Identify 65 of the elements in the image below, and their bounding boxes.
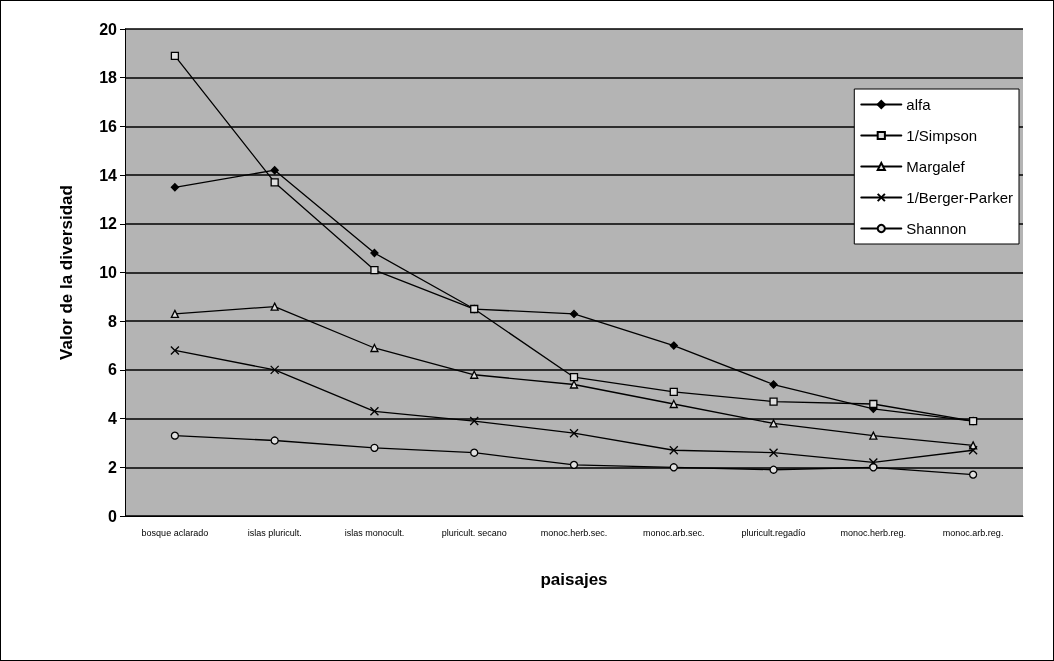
point [470, 370, 479, 379]
point [569, 380, 579, 389]
x-tick-label: monoc.arb.sec. [643, 527, 705, 538]
y-tick-label: 12 [99, 215, 118, 233]
x-tick-label: islas monocult. [344, 527, 405, 538]
point [370, 443, 379, 452]
point [170, 183, 180, 192]
x-tick-label: pluricult.regadío [741, 527, 806, 538]
y-tick-label: 20 [99, 20, 118, 38]
point [270, 365, 280, 375]
point [769, 397, 778, 406]
point [470, 448, 479, 457]
y-tick-label: 2 [108, 458, 118, 476]
point [768, 448, 779, 458]
point [369, 406, 380, 416]
point [869, 431, 878, 440]
legend-label: Margalef [906, 158, 966, 175]
x-tick-label: monoc.herb.reg. [840, 527, 907, 538]
point [869, 399, 878, 409]
x-tick-label: islas pluricult. [247, 527, 302, 538]
point [569, 460, 579, 470]
point [270, 436, 279, 445]
y-tick-label: 0 [108, 507, 118, 525]
point [669, 445, 679, 455]
point [669, 463, 678, 472]
y-tick-label: 6 [108, 361, 118, 379]
point [669, 399, 678, 409]
point [869, 463, 878, 472]
point [968, 445, 978, 455]
point [569, 309, 579, 319]
point [170, 309, 180, 319]
y-tick-label: 10 [99, 264, 118, 281]
point [270, 302, 279, 311]
point [270, 178, 279, 187]
legend-label: 1/Simpson [906, 127, 978, 144]
x-axis-title: paisajes [540, 570, 608, 589]
x-tick-label: pluricult. secano [441, 527, 507, 538]
point [469, 416, 479, 426]
point [769, 380, 778, 389]
x-tick-label: monoc.herb.sec. [540, 527, 608, 538]
y-tick-label: 18 [99, 69, 118, 87]
point [769, 465, 778, 474]
point [669, 387, 678, 396]
point [868, 457, 878, 468]
y-axis-title: Valor de la diversidad [57, 185, 76, 360]
point [270, 166, 279, 175]
x-tick-label: monoc.arb.reg. [942, 527, 1004, 538]
x-tick-label: bosque aclarado [141, 527, 209, 538]
point [370, 265, 379, 275]
point [170, 345, 180, 356]
point [769, 419, 778, 428]
point [569, 428, 579, 438]
legend-label: alfa [906, 96, 932, 113]
y-tick-label: 4 [108, 410, 118, 428]
point [370, 343, 379, 353]
y-tick-label: 14 [99, 166, 118, 184]
legend-label: 1/Berger-Parker [906, 189, 1014, 206]
point [968, 470, 978, 479]
point [569, 373, 579, 382]
point [170, 431, 180, 440]
y-tick-label: 8 [108, 312, 118, 330]
point [170, 51, 180, 60]
point [669, 341, 678, 350]
legend-label: Shannon [906, 220, 967, 237]
y-tick-label: 16 [99, 117, 118, 135]
